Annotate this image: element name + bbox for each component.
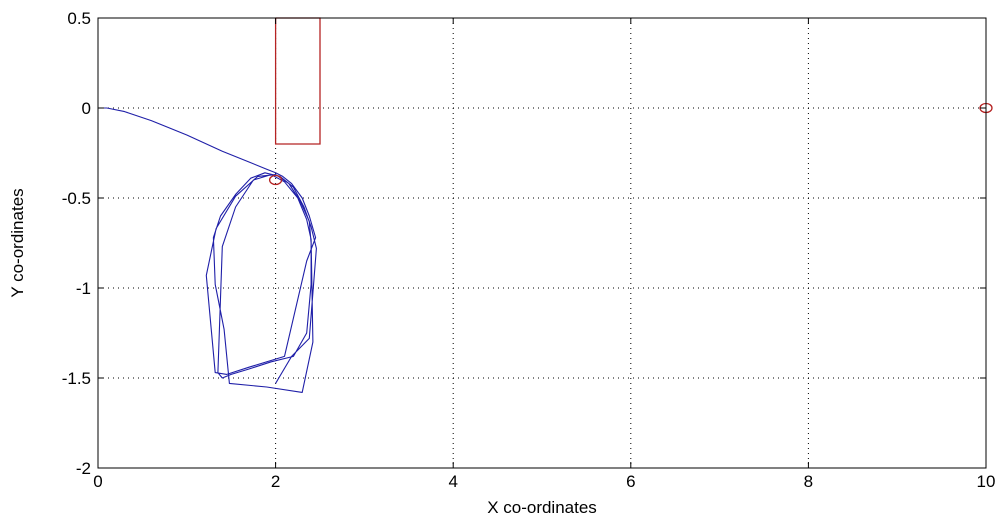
- y-tick-label: -1: [76, 279, 91, 298]
- obstacle-rectangle: [274, 17, 321, 145]
- series-layer: [98, 17, 993, 393]
- grid-layer: [98, 18, 986, 468]
- y-tick-label: 0: [82, 99, 91, 118]
- y-tick-label: -2: [76, 459, 91, 478]
- x-tick-label: 2: [271, 472, 280, 491]
- circle-marker: [268, 174, 283, 186]
- x-tick-label: 0: [93, 472, 102, 491]
- plot-frame: [97, 17, 987, 469]
- y-tick-label: -1.5: [62, 369, 91, 388]
- tick-layer: 0 2 4 6 8 10 -2 -1.5 -1 -0.5 0 0.5: [62, 9, 995, 491]
- x-tick-label: 4: [448, 472, 457, 491]
- x-tick-label: 6: [626, 472, 635, 491]
- x-tick-label: 8: [804, 472, 813, 491]
- y-tick-label: -0.5: [62, 189, 91, 208]
- x-tick-label: 10: [977, 472, 995, 491]
- trajectory-line: [98, 107, 317, 393]
- y-tick-label: 0.5: [67, 9, 91, 28]
- y-axis-label: Y co-ordinates: [8, 188, 27, 297]
- x-axis-label: X co-ordinates: [487, 498, 597, 517]
